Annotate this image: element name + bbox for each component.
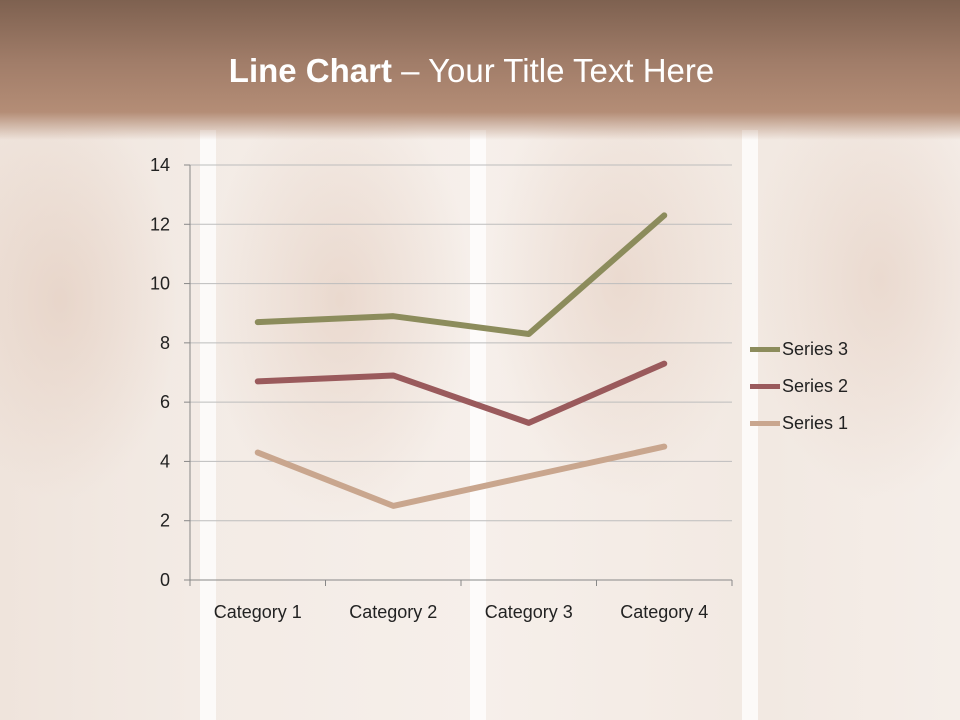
y-tick-label: 12 — [150, 214, 170, 234]
series-line-1 — [254, 443, 668, 509]
legend-item: Series 2 — [750, 376, 848, 397]
legend-label: Series 1 — [782, 413, 849, 433]
legend-label: Series 3 — [782, 339, 849, 359]
legend-swatch — [750, 384, 780, 389]
x-tick-label: Category 1 — [214, 602, 302, 622]
y-tick-label: 2 — [160, 511, 170, 531]
title-rest: – Your Title Text Here — [391, 52, 715, 89]
photo-divider — [470, 130, 486, 720]
title-band — [0, 0, 960, 140]
y-tick-label: 0 — [160, 570, 170, 590]
x-tick-label: Category 4 — [620, 602, 708, 622]
x-tick-label: Category 2 — [349, 602, 437, 622]
y-tick-label: 10 — [150, 274, 170, 294]
y-tick-label: 8 — [160, 333, 170, 353]
y-tick-label: 14 — [150, 155, 170, 175]
slide-title: Line Chart – Your Title Text Here — [0, 52, 943, 90]
title-bold: Line Chart — [228, 52, 392, 89]
series-line-2 — [254, 360, 668, 426]
legend-swatch — [750, 347, 780, 352]
x-tick-label: Category 3 — [485, 602, 573, 622]
y-tick-label: 6 — [160, 392, 170, 412]
y-tick-label: 4 — [160, 451, 170, 471]
legend-item: Series 3 — [750, 339, 848, 360]
legend-swatch — [750, 421, 780, 426]
legend-item: Series 1 — [750, 413, 848, 434]
photo-divider — [200, 130, 216, 720]
legend-label: Series 2 — [782, 376, 849, 396]
series-line-3 — [254, 212, 668, 337]
